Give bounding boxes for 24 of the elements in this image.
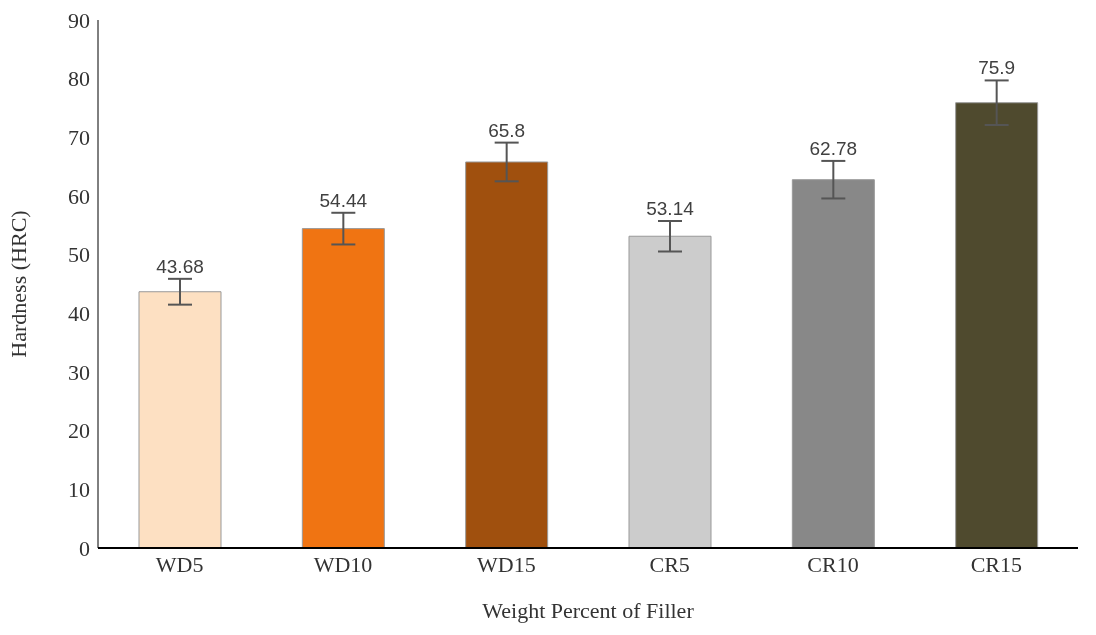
x-tick-label: WD5 — [155, 551, 204, 577]
x-tick-label: WD15 — [477, 551, 536, 577]
y-tick-label: 40 — [68, 301, 90, 327]
data-label: 43.68 — [156, 255, 204, 277]
x-axis-title: Weight Percent of Filler — [482, 598, 695, 623]
y-tick-label: 10 — [68, 477, 90, 503]
y-tick-label: 70 — [68, 125, 90, 151]
x-tick-label: WD10 — [313, 551, 373, 577]
data-label: 75.9 — [978, 57, 1016, 79]
y-tick-label: 60 — [68, 183, 90, 209]
data-label: 53.14 — [646, 197, 695, 219]
data-label: 65.8 — [488, 119, 526, 141]
y-tick-label: 30 — [68, 359, 90, 385]
y-axis-title: Hardness (HRC) — [5, 210, 31, 358]
data-label: 54.44 — [319, 189, 368, 211]
y-tick-label: 20 — [68, 418, 90, 444]
y-tick-label: 0 — [79, 535, 90, 561]
x-tick-label: CR15 — [970, 551, 1023, 577]
y-tick-label: 50 — [68, 242, 90, 268]
data-label: 62.78 — [809, 137, 858, 159]
x-tick-label: CR10 — [807, 551, 859, 577]
y-tick-label: 80 — [68, 66, 90, 92]
x-tick-label: CR5 — [649, 551, 690, 577]
y-tick-label: 90 — [68, 7, 90, 33]
